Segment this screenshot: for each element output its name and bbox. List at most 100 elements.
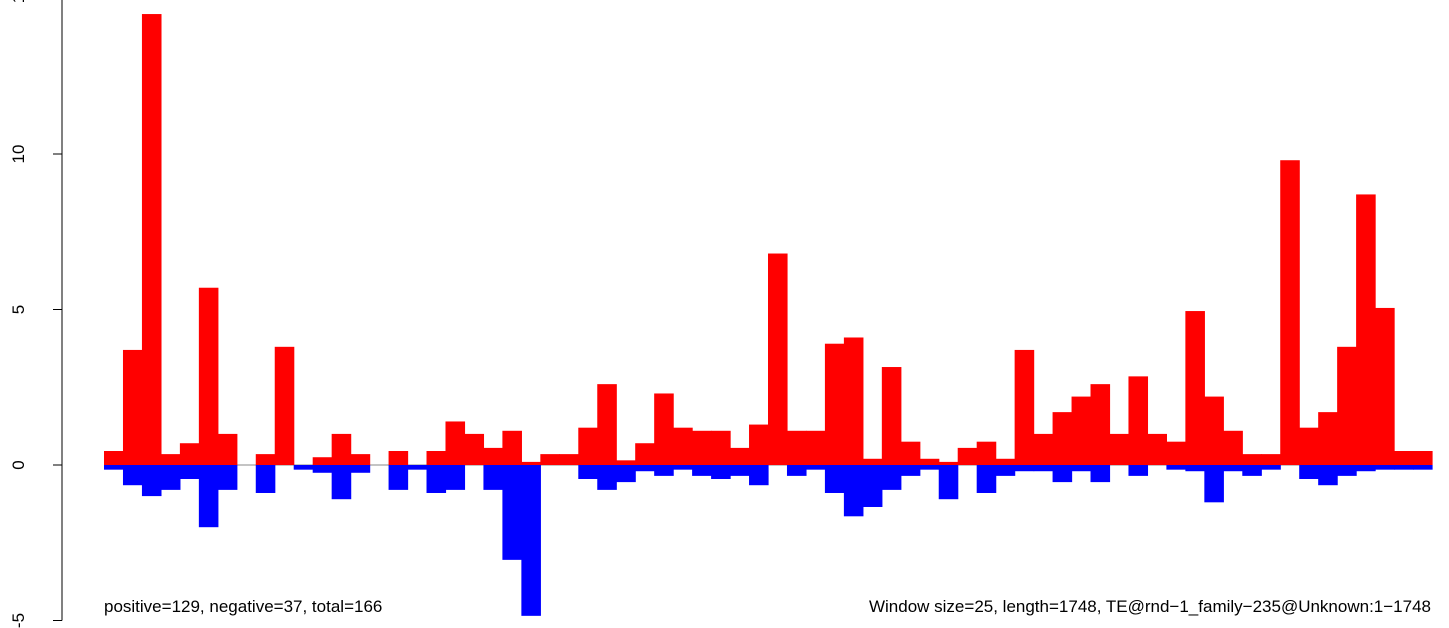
positive-bar [198,287,219,465]
negative-bar [616,465,636,483]
positive-bar [654,393,674,465]
positive-bar [559,454,579,465]
positive-bar [919,458,940,465]
positive-bar [1318,412,1338,465]
negative-bar [1223,465,1243,472]
y-axis: -5 0 5 10 1 [9,0,63,628]
window-info-note: Window size=25, length=1748, TE@rnd−1_fa… [869,597,1431,616]
negative-bar [388,465,409,490]
positive-bar [578,427,598,465]
y-tick-label: -5 [9,613,28,628]
positive-bar [1413,451,1433,465]
negative-bar [1318,465,1338,486]
negative-bar [1071,465,1092,472]
negative-bar [692,465,712,476]
y-tick-label: 10 [9,145,28,164]
positive-bar [388,451,409,465]
negative-bar [104,465,124,470]
positive-bar [1071,396,1092,465]
positive-bar [692,430,712,465]
positive-bar [1204,396,1224,465]
positive-bar [141,14,162,466]
negative-bar [160,465,181,490]
negative-bar [426,465,447,493]
negative-bar [786,465,807,476]
positive-bar [1299,427,1319,465]
negative-bar [995,465,1016,476]
negative-bar [824,465,845,493]
positive-bar [1147,433,1167,465]
negative-bar [1299,465,1319,479]
positive-bar [749,424,769,465]
negative-bar [293,465,314,470]
negative-bar [1242,465,1262,476]
negative-bar [350,465,371,473]
negative-bar [407,465,428,470]
positive-bar [521,461,541,465]
positive-bar [1166,441,1186,466]
negative-bar [198,465,219,528]
negative-bar [900,465,921,476]
positive-bars [104,14,1433,466]
positive-bar [540,454,560,465]
negative-bar [749,465,769,486]
positive-bar [881,367,902,465]
positive-bar [635,443,655,465]
negative-bar [1033,465,1054,472]
positive-bar [730,447,750,465]
negative-bar [521,465,541,616]
positive-bar [1394,451,1414,465]
positive-bar [1375,307,1395,465]
positive-bar [483,447,503,465]
negative-bar [331,465,352,500]
negative-bar [483,465,503,490]
positive-bar [597,384,617,465]
negative-bar [938,465,959,500]
negative-bar [654,465,674,476]
positive-bar [1337,346,1357,465]
negative-bar [673,465,693,470]
positive-bar [1280,160,1300,465]
positive-bar [957,447,978,465]
y-tick-label: 1 [9,0,28,3]
positive-bar [711,430,731,465]
negative-bar [862,465,883,507]
negative-bar [843,465,864,517]
positive-bar [1356,194,1376,465]
positive-bar [1128,376,1149,466]
positive-bar [426,451,447,465]
negative-bars [104,465,1433,616]
positive-bar [1242,454,1262,465]
negative-bar [1166,465,1186,470]
negative-bar [502,465,522,560]
positive-bar [976,441,997,466]
positive-bar [312,457,333,466]
positive-bar [255,454,276,465]
positive-bar [179,443,200,465]
positive-bar [1033,433,1054,465]
positive-bar [1109,433,1130,465]
negative-bar [141,465,162,497]
negative-bar [445,465,466,490]
positive-bar [464,433,485,465]
negative-bar [1394,465,1414,470]
negative-bar [919,465,940,470]
negative-bar [1014,465,1035,472]
positive-bar [768,253,788,465]
negative-bar [1375,465,1395,470]
positive-bar [217,433,238,465]
positive-bar [1052,412,1073,465]
negative-bar [805,465,826,470]
positive-bar [104,451,124,465]
positive-bar [445,421,466,465]
positive-bar [274,346,295,465]
positive-bar [1014,349,1035,465]
positive-bar [843,337,864,465]
positive-bar [862,458,883,465]
negative-bar [312,465,333,473]
positive-bar [350,454,371,465]
y-tick-label: 0 [9,460,28,469]
positive-bar [1090,384,1111,465]
positive-bar [160,454,181,465]
